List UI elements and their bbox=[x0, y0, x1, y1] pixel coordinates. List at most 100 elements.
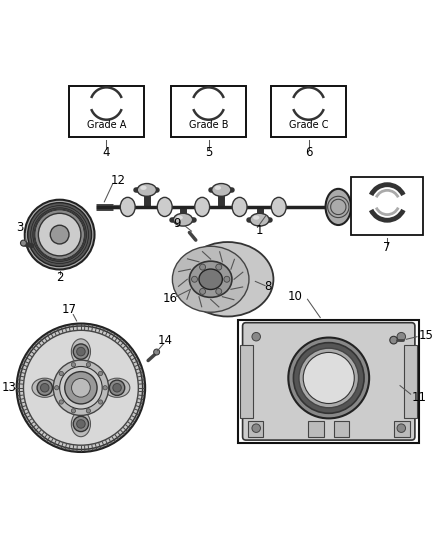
Bar bbox=[334, 421, 349, 437]
Circle shape bbox=[21, 240, 26, 246]
Text: 6: 6 bbox=[305, 147, 312, 159]
Circle shape bbox=[191, 276, 198, 282]
Circle shape bbox=[71, 378, 90, 397]
Text: 13: 13 bbox=[2, 381, 17, 394]
Circle shape bbox=[252, 333, 261, 341]
Ellipse shape bbox=[250, 213, 269, 226]
Text: Grade A: Grade A bbox=[87, 120, 126, 130]
Bar bbox=[248, 421, 263, 437]
Ellipse shape bbox=[173, 246, 249, 312]
Ellipse shape bbox=[120, 197, 135, 216]
Text: Grade C: Grade C bbox=[289, 120, 328, 130]
Circle shape bbox=[17, 324, 145, 452]
Text: 2: 2 bbox=[56, 271, 64, 284]
Text: Grade B: Grade B bbox=[189, 120, 228, 130]
Circle shape bbox=[37, 380, 53, 395]
Ellipse shape bbox=[71, 411, 91, 437]
Circle shape bbox=[40, 384, 49, 392]
Circle shape bbox=[65, 372, 97, 404]
Bar bbox=[171, 86, 246, 137]
Circle shape bbox=[110, 380, 125, 395]
FancyBboxPatch shape bbox=[243, 322, 415, 440]
Circle shape bbox=[288, 337, 369, 418]
Text: 10: 10 bbox=[287, 290, 302, 303]
Ellipse shape bbox=[232, 197, 247, 216]
Circle shape bbox=[24, 330, 138, 445]
Bar bbox=[351, 177, 424, 235]
Text: 1: 1 bbox=[256, 224, 263, 237]
Circle shape bbox=[293, 343, 364, 413]
Circle shape bbox=[60, 367, 102, 409]
Text: 9: 9 bbox=[174, 216, 181, 230]
Circle shape bbox=[154, 349, 159, 355]
Text: 15: 15 bbox=[419, 329, 434, 342]
Circle shape bbox=[216, 288, 222, 294]
Ellipse shape bbox=[189, 261, 232, 297]
Ellipse shape bbox=[32, 378, 57, 397]
Circle shape bbox=[200, 264, 205, 270]
Circle shape bbox=[19, 326, 143, 449]
Ellipse shape bbox=[182, 242, 273, 317]
Ellipse shape bbox=[104, 378, 130, 397]
Circle shape bbox=[99, 372, 102, 376]
Circle shape bbox=[86, 362, 91, 367]
Circle shape bbox=[59, 400, 64, 404]
Ellipse shape bbox=[177, 215, 183, 220]
Circle shape bbox=[216, 264, 222, 270]
Circle shape bbox=[28, 203, 92, 266]
Bar bbox=[240, 345, 253, 417]
Circle shape bbox=[390, 336, 397, 344]
Bar bbox=[404, 345, 417, 417]
Ellipse shape bbox=[271, 197, 286, 216]
Text: 4: 4 bbox=[102, 147, 110, 159]
Ellipse shape bbox=[195, 197, 210, 216]
Circle shape bbox=[299, 348, 359, 408]
Circle shape bbox=[25, 200, 95, 270]
Bar bbox=[238, 320, 419, 443]
Text: 11: 11 bbox=[411, 391, 427, 403]
Text: 17: 17 bbox=[61, 303, 77, 316]
Ellipse shape bbox=[325, 189, 351, 225]
Circle shape bbox=[252, 424, 261, 432]
Bar bbox=[69, 86, 144, 137]
Circle shape bbox=[77, 419, 85, 428]
Circle shape bbox=[73, 344, 88, 359]
Text: 8: 8 bbox=[265, 280, 272, 294]
Text: 16: 16 bbox=[163, 292, 178, 305]
Circle shape bbox=[71, 409, 75, 413]
Text: 5: 5 bbox=[205, 147, 212, 159]
Ellipse shape bbox=[253, 215, 259, 220]
Circle shape bbox=[86, 409, 91, 413]
Text: 14: 14 bbox=[158, 334, 173, 348]
Bar bbox=[271, 86, 346, 137]
Circle shape bbox=[397, 424, 406, 432]
Circle shape bbox=[53, 360, 109, 415]
Ellipse shape bbox=[157, 197, 172, 216]
Circle shape bbox=[397, 333, 406, 341]
Text: 12: 12 bbox=[111, 174, 126, 187]
Ellipse shape bbox=[215, 185, 221, 190]
Text: 7: 7 bbox=[384, 241, 391, 254]
Circle shape bbox=[59, 372, 64, 376]
Circle shape bbox=[113, 384, 121, 392]
Circle shape bbox=[39, 213, 81, 256]
Ellipse shape bbox=[71, 339, 91, 365]
Ellipse shape bbox=[137, 183, 156, 196]
Circle shape bbox=[54, 386, 59, 390]
Ellipse shape bbox=[199, 269, 223, 289]
Circle shape bbox=[77, 348, 85, 356]
Circle shape bbox=[303, 352, 354, 403]
Ellipse shape bbox=[140, 185, 147, 190]
Circle shape bbox=[50, 225, 69, 244]
Text: 3: 3 bbox=[16, 221, 24, 235]
Circle shape bbox=[224, 276, 230, 282]
Circle shape bbox=[34, 209, 85, 260]
Circle shape bbox=[99, 400, 102, 404]
Bar bbox=[308, 421, 324, 437]
Circle shape bbox=[103, 386, 107, 390]
Ellipse shape bbox=[173, 213, 193, 226]
Circle shape bbox=[73, 416, 88, 432]
Circle shape bbox=[200, 288, 205, 294]
Ellipse shape bbox=[212, 183, 231, 196]
Bar bbox=[395, 421, 410, 437]
